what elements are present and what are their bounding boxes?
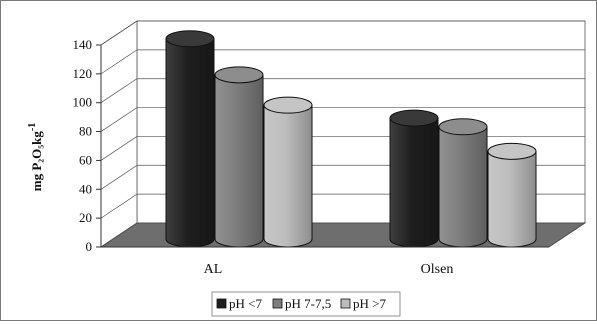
axes: 0 20 40 60 80 100 120 140 AL Olsen xyxy=(73,37,549,277)
y-tick-label: 20 xyxy=(79,210,92,225)
y-axis-label-superscript: -1 xyxy=(27,123,38,131)
y-tick-label: 80 xyxy=(79,124,92,139)
bar-top xyxy=(214,66,264,84)
legend-label: pH <7 xyxy=(229,296,262,311)
bar-body xyxy=(487,150,537,248)
bar-body xyxy=(165,38,215,248)
bar xyxy=(438,118,488,248)
bar xyxy=(263,96,313,248)
bar xyxy=(165,30,215,248)
gridline-side xyxy=(100,193,138,219)
gridline-side xyxy=(100,164,138,190)
legend: pH <7 pH 7-7,5 pH >7 xyxy=(211,291,401,317)
bar-top xyxy=(438,118,488,136)
bar-chart: 0 20 40 60 80 100 120 140 AL Olsen mg P₂O₅kg-1 pH… xyxy=(27,20,587,317)
y-tick-label: 100 xyxy=(73,95,93,110)
legend-item: pH <7 xyxy=(216,296,262,311)
gridline-side xyxy=(100,78,138,104)
bar-top xyxy=(389,109,439,127)
y-tick-label: 140 xyxy=(73,37,93,52)
y-axis-label: mg P₂O₅kg-1 xyxy=(27,123,44,192)
y-tick-label: 0 xyxy=(86,239,93,254)
gridline-side xyxy=(100,49,138,75)
bar-top xyxy=(487,142,537,160)
bar-top xyxy=(263,96,313,114)
y-axis-label-text: mg P₂O₅kg xyxy=(29,131,44,192)
bar-body xyxy=(263,104,313,248)
bar-body xyxy=(214,74,264,248)
x-tick-label: Olsen xyxy=(421,262,454,277)
legend-item: pH >7 xyxy=(340,296,386,311)
bar xyxy=(487,142,537,248)
y-tick-label: 40 xyxy=(79,181,92,196)
legend-swatch xyxy=(272,298,283,309)
y-tick-label: 60 xyxy=(79,152,92,167)
bar xyxy=(214,66,264,248)
legend-label: pH >7 xyxy=(353,296,386,311)
y-tick-label: 120 xyxy=(73,66,93,81)
gridline-side xyxy=(100,136,138,161)
legend-swatch xyxy=(216,298,227,309)
bar-body xyxy=(389,117,439,248)
bars xyxy=(165,30,537,248)
gridline-side xyxy=(100,20,138,46)
x-tick-label: AL xyxy=(204,262,223,277)
legend-box xyxy=(211,291,401,317)
gridline-side xyxy=(100,107,138,132)
bar-top xyxy=(165,30,215,48)
bar xyxy=(389,109,439,248)
bar-body xyxy=(438,126,488,248)
legend-label: pH 7-7,5 xyxy=(285,296,331,311)
legend-item: pH 7-7,5 xyxy=(272,296,331,311)
side-wall xyxy=(100,20,138,248)
legend-swatch xyxy=(340,298,351,309)
